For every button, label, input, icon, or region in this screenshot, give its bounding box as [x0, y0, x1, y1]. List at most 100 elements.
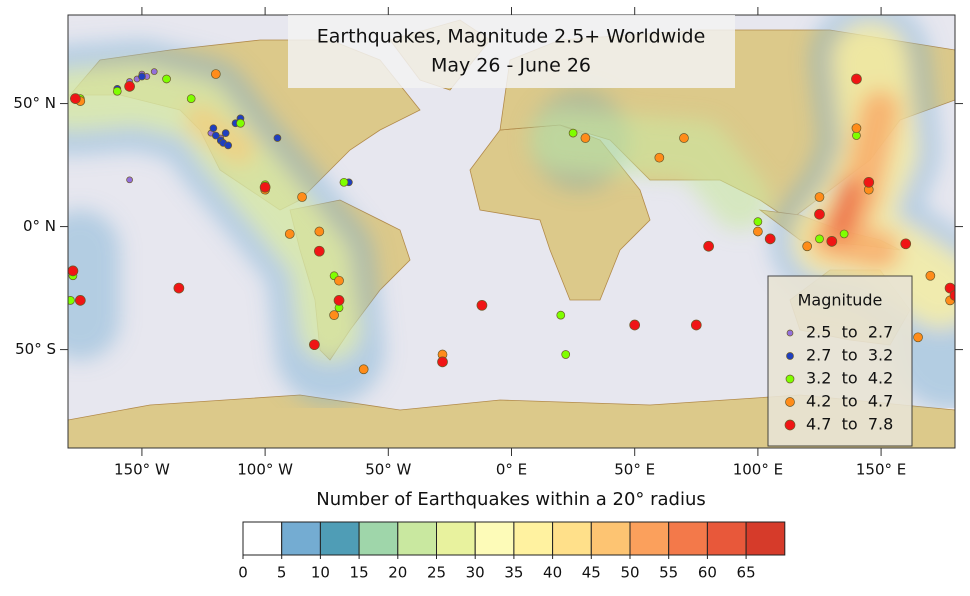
legend-marker	[784, 419, 796, 431]
colorbar-cell	[629, 521, 670, 556]
quake-point	[138, 72, 146, 81]
x-tick-label: 150° W	[114, 461, 170, 479]
quake-point	[753, 226, 763, 237]
colorbar-tick-label: 20	[388, 564, 407, 582]
quake-point	[679, 133, 689, 143]
legend-label: 4.7 to 7.8	[806, 415, 893, 434]
colorbar-cell	[668, 521, 708, 556]
quake-point	[815, 234, 824, 244]
legend-title: Magnitude	[798, 291, 883, 310]
colorbar-cell	[397, 521, 437, 556]
quake-point	[839, 229, 849, 239]
colorbar-tick-label: 50	[620, 564, 639, 582]
colorbar-cell	[281, 521, 321, 556]
x-tick-label: 150° E	[856, 461, 906, 479]
quake-point	[162, 74, 171, 84]
colorbar-tick-label: 25	[427, 564, 446, 582]
quake-point	[334, 275, 344, 286]
quake-point	[851, 123, 862, 134]
subtitle: May 26 - June 26	[431, 55, 591, 77]
quake-point	[654, 152, 665, 163]
x-tick-label: 0° E	[496, 461, 527, 479]
quake-point	[925, 270, 936, 281]
quake-point	[437, 356, 448, 368]
colorbar-tick-label: 35	[504, 564, 523, 582]
legend-label: 3.2 to 4.2	[806, 369, 893, 388]
y-tick-label: 50° S	[15, 340, 56, 358]
colorbar-tick-label: 10	[311, 564, 330, 582]
quake-point	[580, 133, 591, 143]
quake-point	[900, 238, 912, 250]
colorbar-tick-label: 15	[350, 564, 369, 582]
quake-point	[211, 131, 220, 140]
colorbar-tick-label: 45	[582, 564, 601, 582]
quake-point	[284, 229, 295, 239]
quake-point	[150, 68, 158, 75]
colorbar-cell	[242, 521, 283, 556]
colorbar-tick-label: 55	[659, 564, 678, 582]
quake-point	[209, 124, 218, 133]
quake-point	[74, 295, 86, 306]
legend-label: 2.5 to 2.7	[806, 323, 893, 342]
x-tick-label: 100° E	[733, 461, 783, 479]
colorbar: 0 5 10 15 20 25 30 35 40 45 50 55 60 65	[238, 521, 786, 582]
legend-marker	[786, 329, 794, 337]
y-tick-label: 50° N	[13, 94, 56, 112]
quake-point	[753, 217, 763, 227]
quake-point	[913, 332, 923, 343]
quake-point	[309, 339, 320, 351]
quake-point	[944, 282, 955, 294]
colorbar-title: Number of Earthquakes within a 20° radiu…	[316, 489, 706, 510]
quake-point	[68, 265, 79, 277]
quake-point	[703, 240, 714, 252]
x-tick-label: 50° W	[365, 461, 411, 479]
quake-point	[690, 319, 702, 331]
quake-point	[863, 176, 875, 188]
quake-point	[629, 319, 641, 331]
quake-point	[314, 226, 325, 237]
colorbar-tick-label: 65	[737, 564, 756, 582]
quake-point	[358, 364, 369, 375]
quake-point	[333, 295, 345, 306]
colorbar-tick-label: 5	[277, 564, 287, 582]
quake-point	[186, 94, 196, 103]
quake-point	[949, 290, 955, 301]
legend-box	[767, 275, 913, 447]
colorbar-tick-label: 0	[238, 564, 248, 582]
legend-label: 2.7 to 3.2	[806, 346, 893, 365]
quake-point	[173, 282, 185, 294]
quake-point	[124, 80, 135, 92]
quake-point	[112, 86, 122, 96]
quake-point	[814, 192, 825, 202]
colorbar-tick-label: 40	[543, 564, 562, 582]
quake-point	[313, 245, 325, 257]
quake-point	[814, 208, 825, 220]
colorbar-cell	[513, 521, 554, 556]
quake-point	[802, 241, 813, 252]
quake-point	[210, 69, 221, 79]
colorbar-cell	[745, 521, 786, 556]
colorbar-cell	[436, 521, 476, 556]
quake-point	[568, 128, 578, 138]
quake-point	[561, 350, 571, 359]
quake-point	[224, 141, 233, 150]
colorbar-tick-label: 60	[698, 564, 717, 582]
quake-point	[851, 73, 862, 85]
title-box	[288, 15, 735, 88]
quake-point	[236, 118, 245, 128]
quake-point	[764, 233, 776, 245]
quake-point	[259, 181, 271, 193]
quake-point	[70, 93, 81, 104]
colorbar-cell	[358, 521, 399, 556]
y-tick-label: 0° N	[23, 217, 56, 235]
quake-point	[476, 299, 488, 311]
quake-point	[339, 177, 349, 187]
legend-marker	[785, 374, 795, 384]
title: Earthquakes, Magnitude 2.5+ Worldwide	[317, 26, 706, 48]
quake-point	[221, 129, 230, 137]
quake-point	[297, 192, 307, 202]
quake-point	[329, 310, 339, 320]
quake-point	[68, 296, 75, 305]
points-layer	[68, 68, 955, 375]
